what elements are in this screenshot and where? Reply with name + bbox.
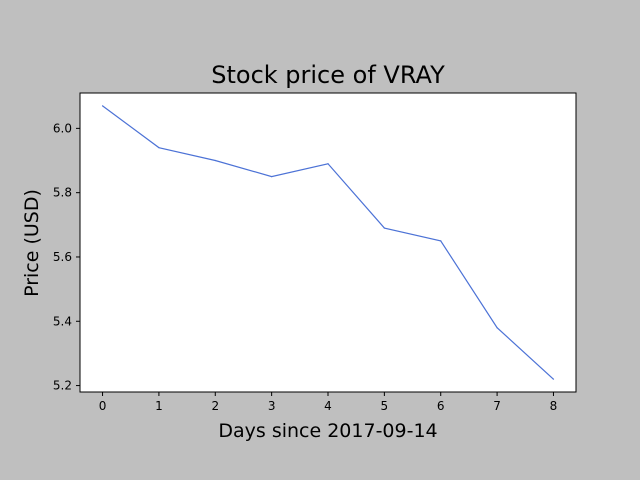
x-tick-label: 3 <box>268 399 276 413</box>
y-tick-label: 5.6 <box>53 250 72 264</box>
data-point <box>552 378 555 380</box>
data-point <box>101 105 104 107</box>
data-point <box>383 227 385 229</box>
y-tick-label: 5.4 <box>53 314 72 328</box>
x-axis-ticks: 0 1 2 3 4 5 6 7 8 <box>99 392 558 413</box>
x-tick-label: 7 <box>493 399 501 413</box>
x-tick-label: 0 <box>99 399 107 413</box>
y-tick-label: 5.2 <box>53 379 72 393</box>
x-axis-label: Days since 2017-09-14 <box>218 420 437 442</box>
chart-title: Stock price of VRAY <box>211 61 445 89</box>
data-point <box>214 159 216 162</box>
x-tick-label: 6 <box>437 399 445 413</box>
x-tick-label: 5 <box>381 399 389 413</box>
x-tick-label: 2 <box>211 399 219 413</box>
series-layer <box>101 105 555 380</box>
data-point <box>496 327 498 329</box>
plot-area <box>79 92 577 393</box>
y-tick-label: 6.0 <box>53 121 72 135</box>
data-point <box>271 175 273 178</box>
x-tick-label: 8 <box>550 399 558 413</box>
y-axis-label: Price (USD) <box>21 189 43 297</box>
y-tick-label: 5.8 <box>53 186 72 200</box>
x-tick-label: 1 <box>155 399 163 413</box>
data-point <box>440 240 442 242</box>
data-point <box>327 163 329 165</box>
x-tick-label: 4 <box>324 399 332 413</box>
data-point <box>158 147 160 149</box>
y-axis-ticks: 5.2 5.4 5.6 5.8 6.0 <box>53 121 80 393</box>
